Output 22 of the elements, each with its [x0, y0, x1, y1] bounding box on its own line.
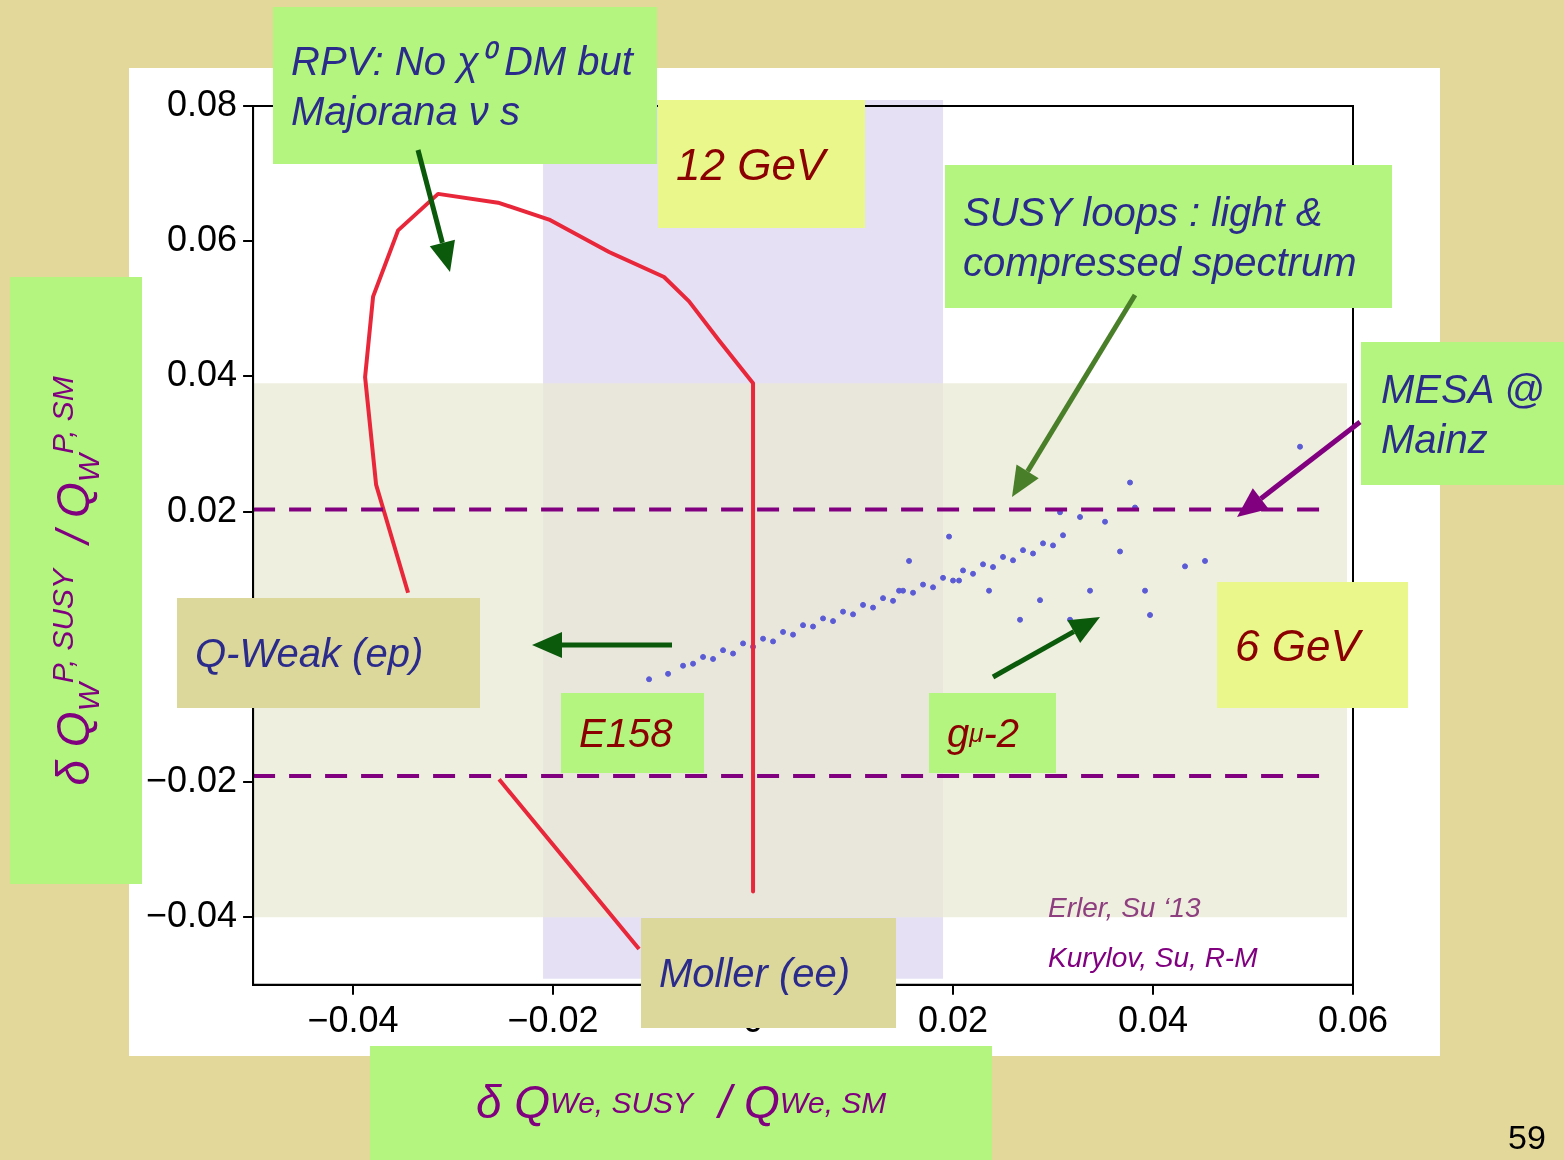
x-tick-label: 0.02 [917, 999, 989, 1041]
band-label: 6 GeV [1217, 582, 1408, 708]
y-tick-label: 0.02 [167, 488, 238, 530]
x-tick-label: 0.06 [1317, 999, 1389, 1041]
annotation: Kurylov, Su, R-M [1047, 941, 1259, 975]
x-tick-label: −0.04 [307, 999, 399, 1041]
annotation: E158 [561, 693, 704, 773]
annotation: SUSY loops : light & compressed spectrum [945, 165, 1392, 308]
annotation: RPV: No χ⁰ DM but Majorana ν s [273, 7, 657, 164]
y-tick-label: −0.02 [146, 758, 238, 800]
y-tick-label: 0.08 [167, 82, 238, 124]
y-tick-label: −0.04 [146, 894, 238, 936]
ref-line-label: MESA @ Mainz [1361, 342, 1564, 485]
x-tick-label: 0.04 [1117, 999, 1189, 1041]
y-tick-label: 0.04 [167, 353, 238, 395]
annotation: Moller (ee) [659, 951, 851, 995]
x-tick-label: −0.02 [507, 999, 599, 1041]
annotation: Erler, Su ‘13 [1047, 891, 1202, 925]
annotation: Q-Weak (ep) [177, 598, 480, 708]
text: 59 [1507, 1116, 1547, 1158]
y-tick-label: 0.06 [167, 218, 238, 260]
band-label: 12 GeV [658, 100, 865, 228]
